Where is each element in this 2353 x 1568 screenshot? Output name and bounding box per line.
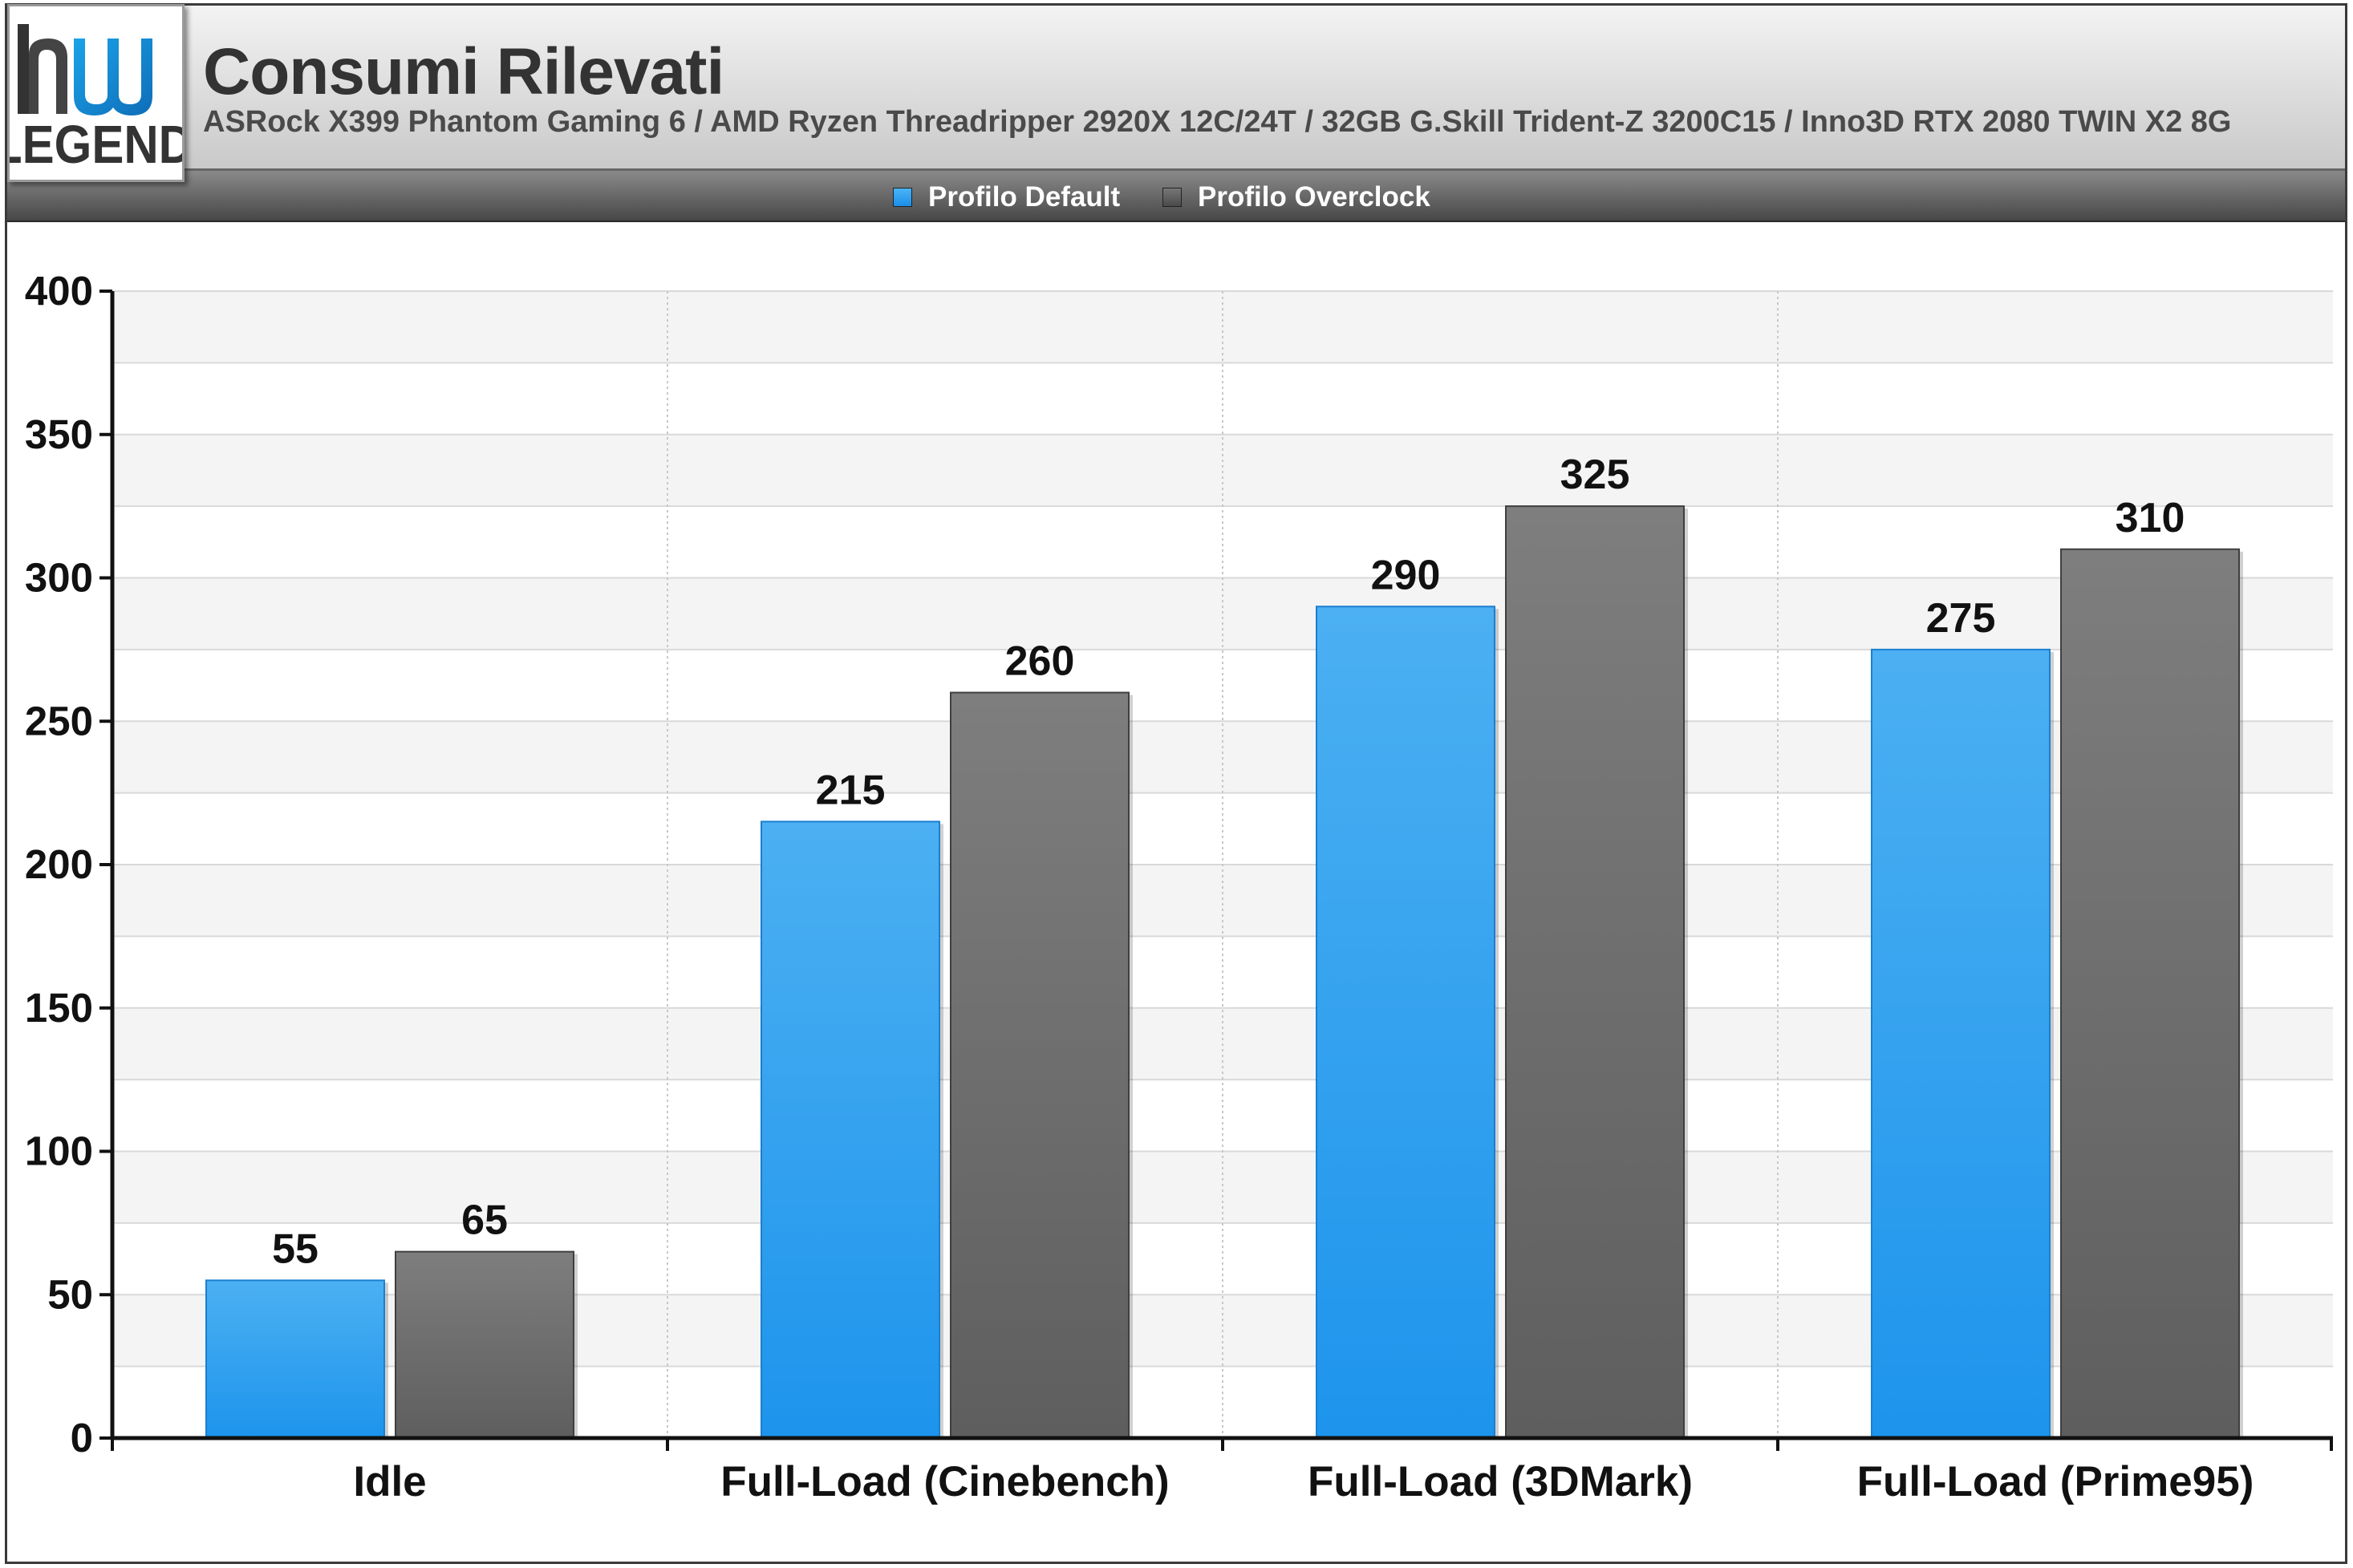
bar-overclock-2 [1505, 505, 1685, 1439]
bar-default-2 [1316, 606, 1495, 1439]
logo-text: LEGEND [10, 115, 182, 175]
data-label: 310 [2116, 495, 2185, 541]
data-label: 260 [1005, 638, 1075, 685]
x-tick-label: Full-Load (3DMark) [1308, 1458, 1693, 1505]
bar-default-1 [761, 820, 940, 1439]
bar-default-3 [1871, 648, 2051, 1439]
logo-mark-icon: LEGEND [10, 24, 182, 175]
x-tick-label: Idle [353, 1458, 426, 1505]
y-tick-label: 200 [25, 841, 93, 887]
bar-overclock-0 [395, 1250, 574, 1439]
grid [112, 290, 2333, 1438]
hwlegend-logo: LEGEND [7, 4, 185, 182]
bar-default-0 [205, 1279, 385, 1439]
legend: Profilo Default Profilo Overclock [7, 171, 2345, 222]
y-tick-label: 100 [25, 1128, 93, 1174]
legend-swatch-overclock [1162, 188, 1182, 207]
data-label: 275 [1926, 595, 1996, 642]
data-label: 215 [816, 767, 886, 813]
y-tick-label: 150 [25, 985, 93, 1031]
legend-swatch-default [893, 188, 912, 207]
data-label: 325 [1560, 452, 1630, 498]
bars [205, 505, 2243, 1439]
data-label: 290 [1371, 552, 1441, 598]
legend-label-overclock: Profilo Overclock [1198, 181, 1430, 213]
y-tick-label: 300 [25, 555, 93, 601]
legend-item-overclock: Profilo Overclock [1162, 181, 1430, 213]
grid-band [112, 577, 2333, 650]
x-tick-label: Full-Load (Prime95) [1857, 1458, 2254, 1505]
y-tick-label: 0 [71, 1415, 93, 1461]
data-label: 65 [461, 1197, 508, 1244]
bar-overclock-1 [950, 691, 1130, 1439]
chart-title: Consumi Rilevati [203, 35, 724, 108]
chart-header: Consumi Rilevati ASRock X399 Phantom Gam… [7, 6, 2345, 171]
bar-overclock-3 [2060, 548, 2240, 1439]
x-tick-label: Full-Load (Cinebench) [720, 1458, 1169, 1505]
legend-item-default: Profilo Default [893, 181, 1120, 213]
chart-subtitle: ASRock X399 Phantom Gaming 6 / AMD Ryzen… [203, 105, 2232, 139]
axes [99, 290, 2333, 1451]
labels: 55 65 Idle 215 260 Full-Load (Cinebench) 290 32… [25, 268, 2254, 1505]
data-label: 55 [272, 1226, 318, 1272]
legend-label-default: Profilo Default [928, 181, 1121, 213]
y-tick-label: 400 [25, 268, 93, 314]
y-tick-label: 350 [25, 411, 93, 457]
y-tick-label: 250 [25, 698, 93, 743]
y-tick-label: 50 [47, 1271, 93, 1317]
